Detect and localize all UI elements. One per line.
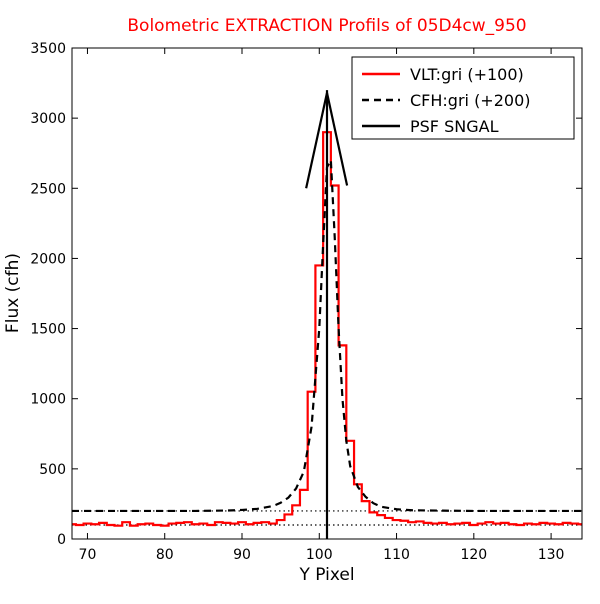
legend-label-2: PSF SNGAL [410,117,499,136]
x-tick-label-130: 130 [538,547,565,563]
y-axis: 0 500 1000 1500 2000 2500 3000 3500 [30,41,582,548]
axes-frame [71,47,583,540]
x-axis-label: Y Pixel [298,565,354,585]
y-tick-label-500: 500 [39,462,66,478]
y-tick-label-2000: 2000 [30,251,66,267]
x-tick-label-110: 110 [383,547,410,563]
y-tick-label-2500: 2500 [30,181,66,197]
y-axis-label: Flux (cfh) [3,253,23,333]
series-psf-segment-1 [305,92,329,189]
y-tick-label-1000: 1000 [30,392,66,408]
x-tick-label-120: 120 [460,547,487,563]
series-cfh-line [72,156,582,513]
y-tick-label-3000: 3000 [30,111,66,127]
x-axis: 70 80 90 100 110 120 130 [79,48,565,563]
x-tick-label-90: 90 [233,547,251,563]
legend-label-0: VLT:gri (+100) [410,65,524,84]
y-tick-label-1500: 1500 [30,322,66,338]
legend-label-1: CFH:gri (+200) [410,91,531,110]
y-tick-label-0: 0 [57,532,66,548]
legend: VLT:gri (+100) CFH:gri (+200) PSF SNGAL [351,56,575,140]
x-tick-label-100: 100 [306,547,333,563]
x-tick-label-80: 80 [156,547,174,563]
x-tick-label-70: 70 [79,547,97,563]
chart-title: Bolometric EXTRACTION Profils of 05D4cw_… [127,16,526,36]
series-psf-segment-2 [325,92,349,186]
y-tick-label-3500: 3500 [30,41,66,57]
plot-area [72,90,582,539]
